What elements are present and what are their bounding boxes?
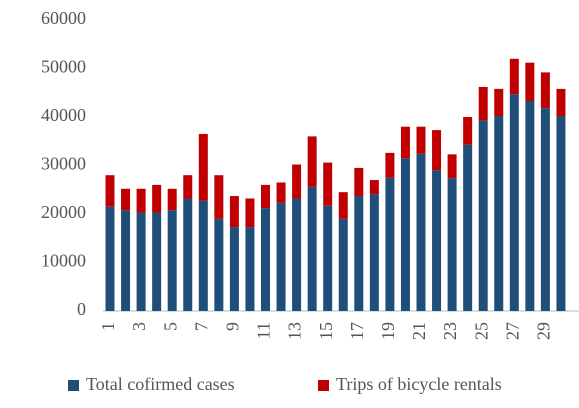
- x-tick-label: 3: [129, 322, 149, 331]
- bar-segment: [292, 164, 302, 199]
- bar-segment: [416, 126, 426, 154]
- bar-segment: [556, 88, 566, 117]
- bar-segment: [463, 117, 473, 145]
- x-tick-label: 5: [160, 322, 180, 331]
- bar-segment: [214, 218, 224, 311]
- bar-segment: [416, 153, 426, 311]
- bar-segment: [105, 206, 115, 311]
- x-tick-label: 19: [378, 322, 398, 340]
- x-tick-label: 27: [502, 322, 522, 340]
- bar-segment: [478, 120, 488, 312]
- y-tick-label: 20000: [41, 202, 86, 222]
- bar-segment: [167, 188, 177, 211]
- bar-segment: [229, 227, 239, 311]
- x-tick-label: 17: [347, 322, 367, 340]
- bar-segment: [121, 210, 131, 311]
- legend-label: Total cofirmed cases: [86, 374, 235, 394]
- bar-segment: [152, 212, 162, 311]
- bar-segment: [245, 198, 255, 228]
- bar-segment: [478, 86, 488, 121]
- y-tick-label: 60000: [41, 8, 86, 28]
- x-tick-label: 9: [223, 322, 243, 331]
- x-tick-label: 25: [471, 322, 491, 340]
- y-tick-label: 50000: [41, 57, 86, 77]
- x-tick-label: 21: [409, 322, 429, 340]
- bar-segment: [307, 136, 317, 187]
- x-tick-label: 1: [98, 322, 118, 331]
- bar-segment: [385, 152, 395, 178]
- y-tick-label: 40000: [41, 105, 86, 125]
- bar-segment: [432, 170, 442, 311]
- bar-segment: [447, 154, 457, 179]
- bar-segment: [105, 175, 115, 207]
- bar-segment: [136, 188, 146, 213]
- bar-segment: [198, 133, 208, 201]
- x-tick-label: 23: [440, 322, 460, 340]
- bar-segment: [400, 126, 410, 159]
- bar-segment: [494, 116, 504, 311]
- bar-segment: [354, 167, 364, 197]
- bar-segment: [540, 108, 550, 312]
- x-tick-label: 11: [254, 322, 274, 339]
- bar-segment: [292, 198, 302, 311]
- y-tick-label: 0: [77, 299, 86, 319]
- bar-segment: [261, 184, 270, 209]
- x-tick-label: 29: [534, 322, 554, 340]
- bar-segment: [276, 202, 286, 311]
- bar-segment: [323, 205, 333, 311]
- bar-segment: [245, 227, 255, 311]
- bar-segment: [432, 130, 442, 171]
- bar-segment: [198, 200, 208, 311]
- bar-segment: [540, 72, 550, 109]
- bar-segment: [214, 175, 224, 219]
- bar-segment: [509, 58, 519, 95]
- bar-segment: [307, 186, 317, 311]
- bar-segment: [385, 177, 395, 311]
- bar-segment: [323, 162, 333, 206]
- bar-segment: [167, 210, 177, 311]
- bar-segment: [121, 188, 131, 211]
- bar-segment: [152, 184, 162, 213]
- bar-segment: [261, 208, 270, 311]
- bar-segment: [354, 196, 364, 311]
- bar-segment: [338, 218, 348, 311]
- legend-swatch: [318, 380, 329, 391]
- bar-segment: [276, 182, 286, 203]
- x-tick-label: 13: [285, 322, 305, 340]
- bar-segment: [183, 198, 193, 311]
- x-tick-label: 15: [316, 322, 336, 340]
- bar-segment: [525, 62, 535, 101]
- bar-segment: [509, 94, 519, 311]
- bar-segment: [338, 192, 348, 219]
- bar-segment: [136, 212, 146, 311]
- y-tick-label: 30000: [41, 154, 86, 174]
- y-tick-label: 10000: [41, 251, 86, 271]
- bar-segment: [229, 196, 239, 228]
- bar-segment: [369, 180, 379, 195]
- bar-segment: [400, 158, 410, 311]
- legend-swatch: [68, 380, 79, 391]
- bar-segment: [369, 194, 379, 311]
- bar-segment: [447, 178, 457, 311]
- x-tick-label: 7: [191, 322, 211, 331]
- bar-segment: [183, 175, 193, 199]
- legend-label: Trips of bicycle rentals: [336, 374, 502, 394]
- bar-segment: [494, 88, 504, 117]
- bar-segment: [463, 144, 473, 311]
- bar-segment: [525, 100, 535, 312]
- bar-segment: [556, 116, 566, 311]
